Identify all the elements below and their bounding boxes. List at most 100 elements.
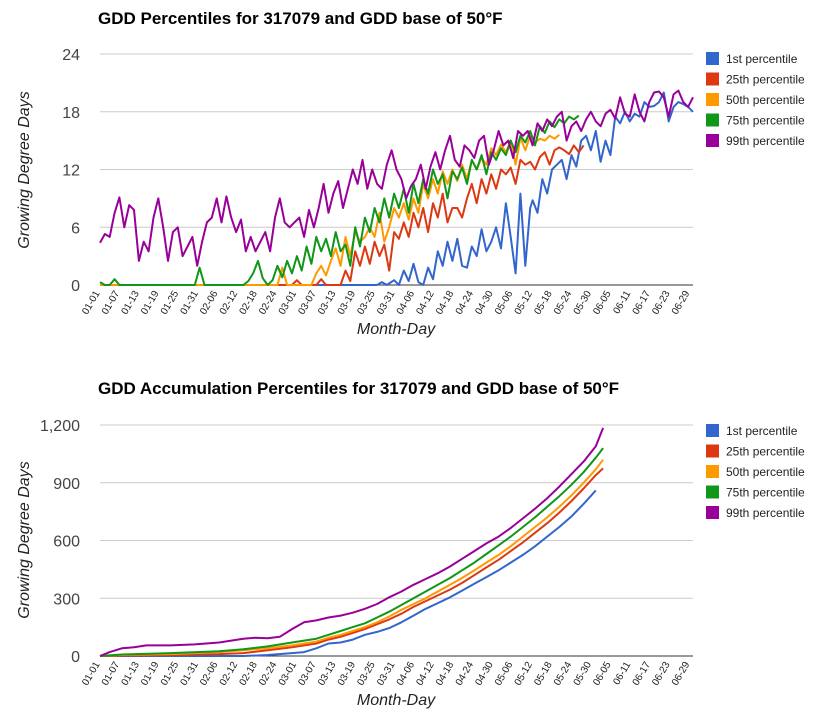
y-axis-title: Growing Degree Days — [16, 91, 33, 248]
legend-swatch — [706, 485, 719, 499]
legend-swatch — [706, 113, 719, 127]
x-tick-label: 03-25 — [355, 289, 378, 317]
x-tick-label: 06-05 — [591, 289, 614, 317]
x-tick-label: 03-31 — [375, 660, 398, 688]
x-tick-label: 04-24 — [454, 660, 477, 688]
x-tick-label: 03-13 — [316, 289, 339, 317]
series-line — [100, 144, 585, 286]
y-tick-label: 24 — [62, 47, 80, 64]
y-tick-label: 900 — [53, 476, 80, 493]
legend-swatch — [706, 506, 719, 519]
x-tick-label: 05-12 — [513, 289, 536, 317]
legend-label: 99th percentile — [726, 506, 805, 520]
x-tick-label: 05-18 — [532, 660, 555, 688]
legend-label: 50th percentile — [726, 93, 805, 107]
x-tick-label: 02-18 — [238, 660, 261, 688]
x-tick-label: 02-12 — [218, 660, 241, 688]
x-tick-label: 01-19 — [139, 660, 162, 688]
series-line — [100, 91, 694, 286]
legend-swatch — [706, 93, 719, 106]
series-line — [99, 459, 604, 657]
legend-label: 1st percentile — [726, 52, 798, 66]
y-tick-label: 300 — [53, 591, 80, 608]
x-tick-label: 05-18 — [532, 289, 555, 317]
gridlines — [100, 424, 693, 657]
x-tick-label: 05-24 — [552, 660, 575, 688]
legend-swatch — [706, 444, 719, 458]
y-tick-labels: 0 300 600 900 1,200 — [40, 418, 80, 666]
x-axis-title: Month-Day — [357, 321, 436, 338]
series-line — [100, 489, 597, 657]
x-tick-label: 01-31 — [179, 289, 202, 317]
x-tick-label: 06-17 — [631, 289, 654, 317]
y-tick-label: 1,200 — [40, 418, 80, 435]
legend-label: 25th percentile — [726, 73, 805, 87]
legend: 1st percentile 25th percentile 50th percen… — [706, 424, 805, 520]
legend-swatch — [706, 52, 719, 65]
legend-label: 99th percentile — [726, 134, 805, 148]
series-line — [99, 114, 580, 286]
x-tick-label: 01-13 — [120, 289, 143, 317]
series-lines — [99, 427, 605, 657]
series-line — [99, 89, 694, 267]
x-tick-label: 01-13 — [120, 660, 143, 688]
x-tick-label: 04-06 — [395, 660, 418, 688]
x-tick-label: 06-23 — [650, 289, 673, 317]
x-tick-label: 01-31 — [179, 660, 202, 688]
x-tick-label: 02-06 — [198, 289, 221, 317]
series-line — [99, 447, 604, 657]
legend-label: 50th percentile — [726, 465, 805, 479]
legend-swatch — [706, 465, 719, 478]
y-tick-label: 6 — [71, 220, 80, 237]
x-tick-label: 02-18 — [238, 289, 261, 317]
series-line — [99, 427, 605, 657]
x-tick-label: 01-07 — [100, 289, 123, 317]
x-tick-label: 05-06 — [493, 289, 516, 317]
legend-swatch — [706, 424, 719, 437]
x-tick-label: 05-30 — [572, 289, 595, 317]
x-tick-label: 04-18 — [434, 289, 457, 317]
x-tick-label: 06-29 — [670, 660, 693, 688]
x-tick-label: 04-24 — [454, 289, 477, 317]
x-tick-label: 02-24 — [257, 289, 280, 317]
x-axis-title: Month-Day — [357, 692, 436, 709]
x-tick-label: 03-19 — [336, 660, 359, 688]
chart-title: GDD Accumulation Percentiles for 317079 … — [98, 379, 619, 398]
legend-swatch — [706, 134, 719, 147]
x-tick-label: 03-31 — [375, 289, 398, 317]
x-tick-label: 06-29 — [670, 289, 693, 317]
y-tick-label: 600 — [53, 534, 80, 551]
x-tick-label: 03-13 — [316, 660, 339, 688]
x-tick-label: 02-24 — [257, 660, 280, 688]
x-tick-label: 05-12 — [513, 660, 536, 688]
legend: 1st percentile 25th percentile 50th percen… — [706, 52, 805, 148]
y-tick-label: 0 — [71, 278, 80, 295]
x-tick-label: 01-01 — [80, 289, 103, 317]
x-tick-label: 04-12 — [414, 289, 437, 317]
x-tick-label: 03-07 — [297, 289, 320, 317]
legend-label: 75th percentile — [726, 486, 805, 500]
y-tick-label: 12 — [62, 163, 80, 180]
legend-swatch — [706, 72, 719, 86]
x-tick-label: 05-24 — [552, 289, 575, 317]
x-tick-label: 04-06 — [395, 289, 418, 317]
x-tick-label: 02-12 — [218, 289, 241, 317]
legend-label: 25th percentile — [726, 445, 805, 459]
legend-label: 75th percentile — [726, 114, 805, 128]
series-line — [100, 134, 560, 286]
x-tick-label: 04-18 — [434, 660, 457, 688]
x-tick-label: 02-06 — [198, 660, 221, 688]
x-tick-label: 01-25 — [159, 660, 182, 688]
x-tick-label: 01-25 — [159, 289, 182, 317]
x-tick-label: 04-12 — [414, 660, 437, 688]
x-tick-labels: 01-0101-0701-1301-1901-2501-3102-0602-12… — [80, 289, 692, 317]
x-tick-label: 01-01 — [80, 660, 103, 688]
y-tick-labels: 0 6 12 18 24 — [62, 47, 80, 295]
x-tick-label: 04-30 — [473, 289, 496, 317]
legend-label: 1st percentile — [726, 424, 798, 438]
x-tick-label: 03-25 — [355, 660, 378, 688]
y-axis-title: Growing Degree Days — [16, 461, 33, 618]
x-tick-label: 05-06 — [493, 660, 516, 688]
chart-title: GDD Percentiles for 317079 and GDD base … — [98, 9, 503, 28]
